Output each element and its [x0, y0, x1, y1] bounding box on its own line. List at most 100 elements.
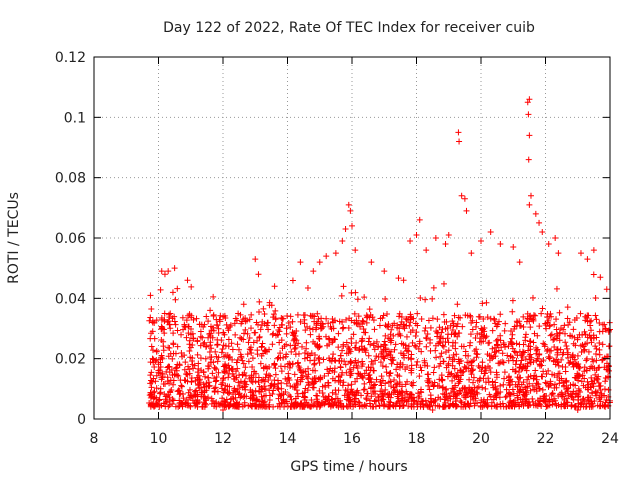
data-point	[303, 345, 310, 352]
data-point	[247, 344, 254, 351]
data-point	[502, 394, 509, 401]
data-point	[345, 382, 352, 389]
data-point	[545, 402, 552, 409]
data-point	[228, 395, 235, 402]
data-point	[184, 371, 191, 378]
data-point	[356, 399, 363, 406]
data-point	[507, 391, 514, 398]
data-point	[183, 334, 190, 341]
x-tick-label: 16	[343, 431, 361, 447]
data-point	[331, 357, 338, 364]
data-point	[289, 318, 296, 325]
data-point	[495, 360, 502, 367]
data-point	[345, 201, 352, 208]
data-point	[427, 324, 434, 331]
data-point	[174, 343, 181, 350]
data-point	[149, 355, 156, 362]
data-point	[428, 398, 435, 405]
data-point	[292, 395, 299, 402]
data-point	[426, 378, 433, 385]
data-point	[363, 319, 370, 326]
data-point	[467, 313, 474, 320]
data-point	[451, 356, 458, 363]
data-point	[487, 228, 494, 235]
data-point	[298, 400, 305, 407]
data-point	[602, 399, 609, 406]
data-point	[153, 385, 160, 392]
data-point	[260, 350, 267, 357]
data-point	[391, 346, 398, 353]
data-point	[304, 387, 311, 394]
data-point	[301, 320, 308, 327]
data-point	[469, 326, 476, 333]
data-point	[575, 371, 582, 378]
data-point	[272, 365, 279, 372]
data-point	[505, 374, 512, 381]
data-point	[489, 327, 496, 334]
data-point	[293, 387, 300, 394]
data-point	[147, 380, 154, 387]
data-point	[351, 395, 358, 402]
data-point	[304, 284, 311, 291]
data-point	[311, 318, 318, 325]
data-point	[386, 372, 393, 379]
data-point	[291, 371, 298, 378]
data-point	[404, 378, 411, 385]
data-point	[431, 379, 438, 386]
data-point	[462, 348, 469, 355]
data-point	[385, 321, 392, 328]
data-point	[532, 312, 539, 319]
data-point	[514, 319, 521, 326]
data-point	[520, 323, 527, 330]
data-point	[572, 390, 579, 397]
data-point	[397, 332, 404, 339]
data-point	[589, 356, 596, 363]
data-point	[436, 383, 443, 390]
data-point	[252, 403, 259, 410]
data-point	[545, 241, 552, 248]
data-point	[383, 363, 390, 370]
data-point	[160, 400, 167, 407]
data-point	[492, 392, 499, 399]
data-point	[456, 387, 463, 394]
data-point	[366, 379, 373, 386]
data-point	[311, 360, 318, 367]
data-point	[516, 341, 523, 348]
data-point	[370, 317, 377, 324]
data-point	[234, 365, 241, 372]
data-point	[224, 399, 231, 406]
data-point	[458, 343, 465, 350]
data-point	[226, 365, 233, 372]
data-point	[605, 362, 612, 369]
data-point	[365, 338, 372, 345]
data-point	[524, 315, 531, 322]
data-point	[203, 313, 210, 320]
data-point	[379, 377, 386, 384]
data-point	[179, 390, 186, 397]
data-point	[582, 403, 589, 410]
data-point	[584, 384, 591, 391]
data-point	[161, 310, 168, 317]
data-point	[315, 344, 322, 351]
data-point	[572, 402, 579, 409]
data-point	[539, 305, 546, 312]
data-point	[208, 323, 215, 330]
data-point	[208, 359, 215, 366]
data-point	[525, 156, 532, 163]
data-points	[146, 96, 613, 413]
data-point	[457, 376, 464, 383]
data-point	[555, 370, 562, 377]
data-point	[248, 349, 255, 356]
data-point	[439, 390, 446, 397]
data-point	[184, 277, 191, 284]
data-point	[212, 348, 219, 355]
data-point	[462, 364, 469, 371]
data-point	[163, 399, 170, 406]
data-point	[340, 403, 347, 410]
data-point	[249, 355, 256, 362]
data-point	[289, 360, 296, 367]
data-point	[465, 400, 472, 407]
data-point	[425, 382, 432, 389]
data-point	[259, 340, 266, 347]
